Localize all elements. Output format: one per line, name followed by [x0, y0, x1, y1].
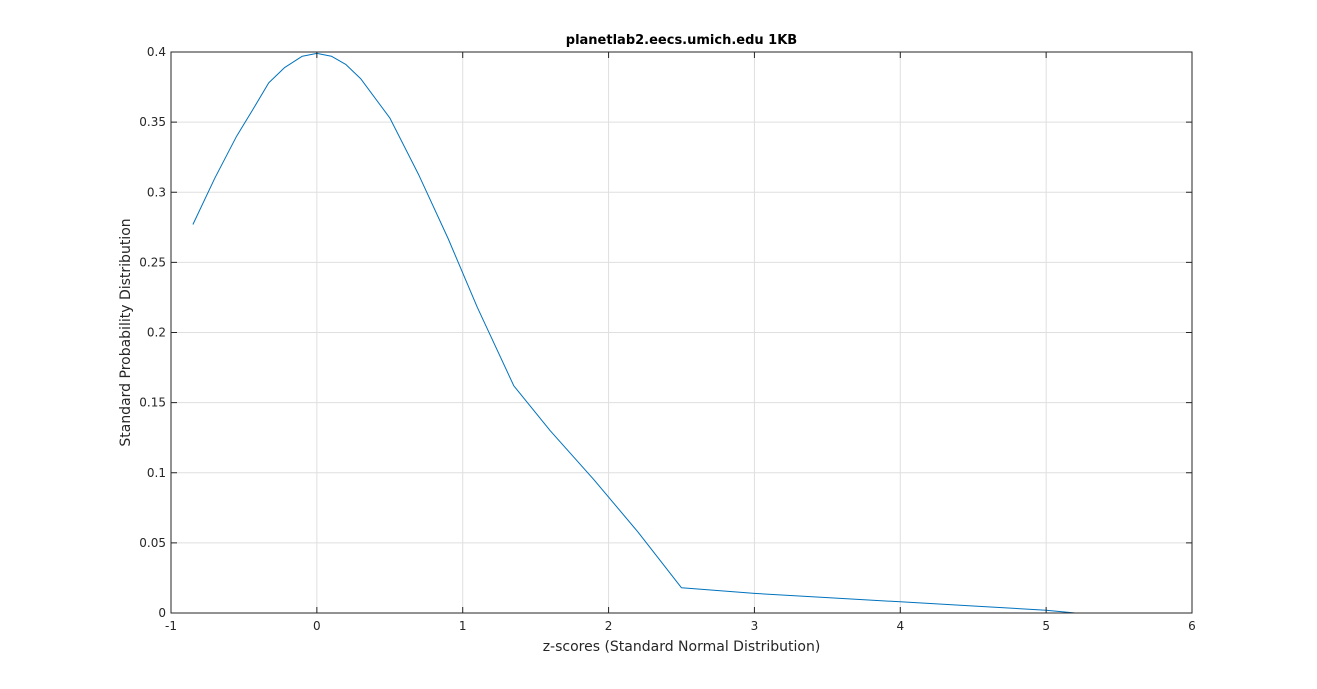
y-tick-label: 0 [158, 606, 166, 620]
x-tick-label: 4 [896, 619, 904, 633]
y-axis-label: Standard Probability Distribution [118, 218, 134, 446]
y-tick-label: 0.3 [147, 185, 166, 199]
chart-title: planetlab2.eecs.umich.edu 1KB [566, 33, 797, 48]
y-tick-label: 0.1 [147, 466, 166, 480]
x-tick-label: 0 [313, 619, 321, 633]
x-tick-label: 6 [1188, 619, 1196, 633]
tick-labels: -1 0 1 2 3 4 5 600.050.10.150.20.250.30.350.4 [139, 45, 1196, 633]
x-tick-label: 3 [751, 619, 759, 633]
data-series [192, 52, 1076, 614]
grid-lines [171, 52, 1192, 613]
plot-frame [170, 51, 1193, 614]
x-axis-label: z-scores (Standard Normal Distribution) [543, 639, 821, 655]
y-tick-label: 0.4 [147, 45, 166, 59]
y-tick-label: 0.15 [139, 396, 166, 410]
x-tick-label: 1 [459, 619, 467, 633]
y-tick-label: 0.25 [139, 255, 166, 269]
y-tick-label: 0.2 [147, 326, 166, 340]
y-tick-label: 0.35 [139, 115, 166, 129]
x-tick-label: -1 [165, 619, 177, 633]
x-tick-label: 2 [605, 619, 613, 633]
series-line [192, 52, 1076, 614]
y-tick-label: 0.05 [139, 536, 166, 550]
x-tick-label: 5 [1042, 619, 1050, 633]
